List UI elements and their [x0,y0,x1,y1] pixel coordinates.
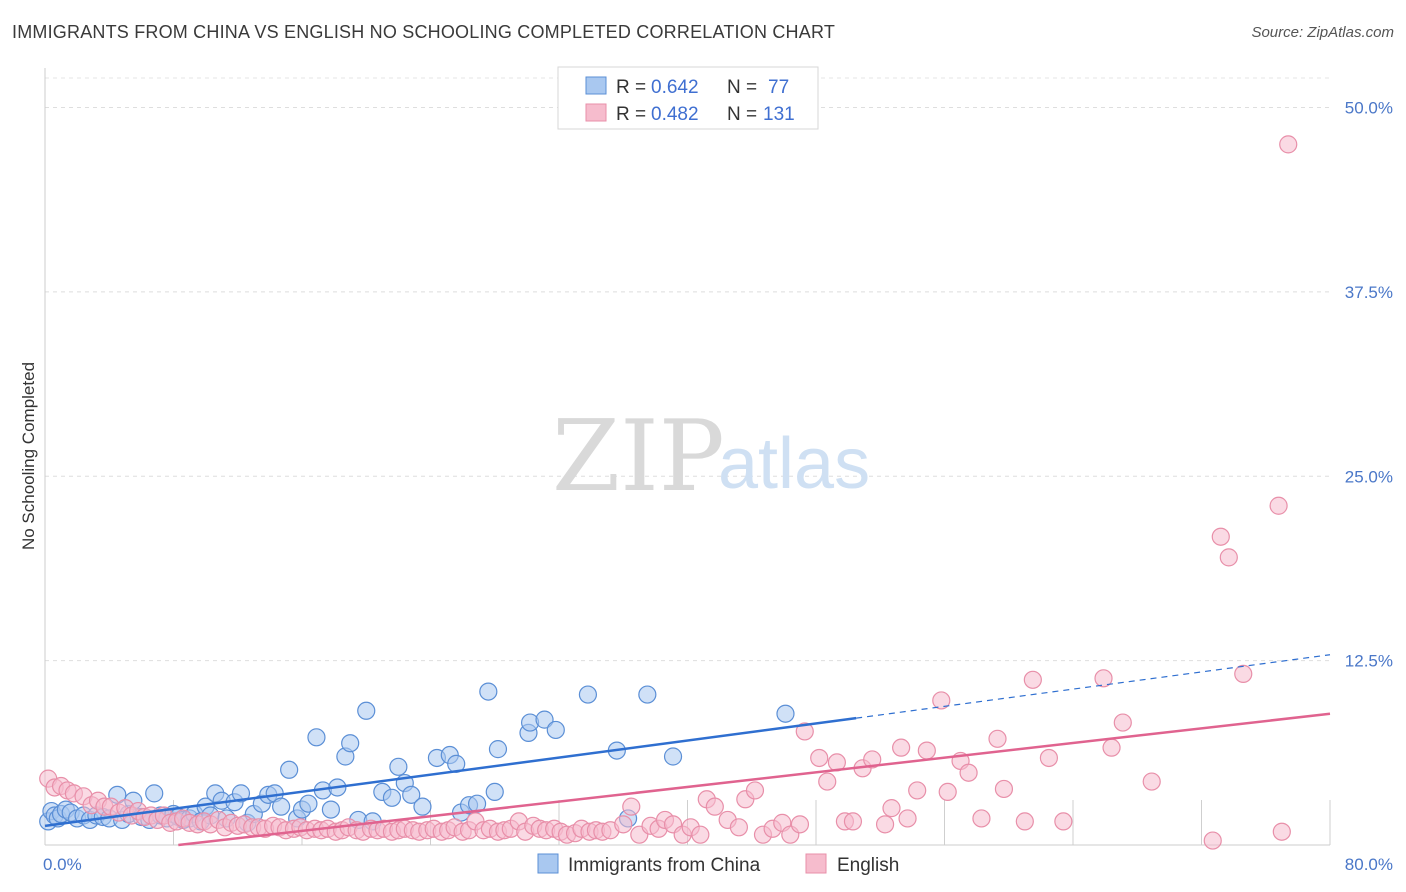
data-point [389,757,408,776]
data-point [357,701,376,720]
data-point [1102,738,1121,757]
data-point [795,722,814,741]
legend-r-label: R = [616,104,646,125]
data-point [908,781,927,800]
data-point [1211,527,1230,546]
data-point [1203,831,1222,850]
data-point [994,779,1014,799]
watermark-zip: ZIP [552,400,725,514]
bottom-legend-swatch-china [537,853,559,874]
data-point [479,682,498,701]
data-point [231,784,251,803]
data-point [705,797,724,816]
data-point [882,799,901,818]
data-point [1054,812,1073,831]
data-point [638,685,657,704]
y-tick-labels: 12.5% 25.0% 37.5% 50.0% [1345,99,1393,671]
data-point [546,720,565,740]
legend-r-label: R = [616,77,646,98]
data-point [1023,670,1042,689]
data-point [932,691,951,710]
data-point [917,741,936,760]
data-point [382,788,402,807]
data-point [1113,713,1132,732]
legend-swatch-english [585,103,607,122]
y-tick-label: 12.5% [1345,652,1393,671]
data-point [1279,135,1298,154]
data-point [614,815,633,834]
data-point [485,782,504,802]
data-point [776,704,795,723]
data-point [413,797,432,816]
data-point [818,772,837,791]
data-point [622,797,641,816]
x-tick-label: 80.0% [1345,855,1393,874]
chart-title: IMMIGRANTS FROM CHINA VS ENGLISH NO SCHO… [12,22,836,42]
watermark-atlas: atlas [718,424,870,504]
data-point [729,818,749,837]
bottom-legend-label-english: English [837,855,899,876]
data-point [898,809,917,828]
data-point [863,750,882,769]
legend-n-value: 77 [768,77,789,98]
data-point [843,812,863,831]
data-point [535,710,554,729]
data-point [402,785,421,804]
data-point [272,797,291,816]
data-point [1094,669,1113,688]
legend-n-label: N = [727,77,757,98]
data-point [1234,664,1253,684]
correlation-legend: R = 0.642 N = 77 R = 0.482 N = 131 [557,66,819,130]
x-tick-label: 0.0% [43,855,82,874]
data-point [145,784,164,803]
data-point [307,728,326,747]
data-point [988,729,1007,748]
data-point [280,760,299,779]
data-point [938,782,957,802]
legend-swatch-china [585,76,607,95]
data-point [745,781,765,800]
data-point [1015,812,1034,831]
data-point [321,800,341,819]
data-point [1272,822,1291,841]
data-point [1219,548,1238,567]
legend-r-value: 0.642 [651,77,699,98]
bottom-legend-label-china: Immigrants from China [568,855,761,876]
data-point [691,825,710,844]
data-point [875,815,895,834]
data-point [341,734,360,753]
data-point [1142,772,1161,791]
data-point [959,763,978,782]
data-point [299,794,318,813]
watermark: ZIP atlas [552,400,870,514]
bottom-legend-swatch-english [805,853,827,874]
y-axis-title: No Schooling Completed [19,362,38,550]
data-point [972,809,991,828]
trend-lines [44,654,1331,847]
legend-n-label: N = [727,104,757,125]
grid-lines [45,77,1330,662]
chart-source: Source: ZipAtlas.com [1251,24,1394,41]
trend-line [44,716,857,828]
legend-r-value: 0.482 [651,104,699,125]
data-point [488,740,508,759]
x-tick-labels: 0.0% 80.0% [43,855,1393,874]
y-tick-label: 25.0% [1345,467,1393,486]
data-point [578,685,598,704]
data-point [1039,748,1059,768]
data-point [663,747,683,766]
data-point [892,738,911,757]
data-point [1269,496,1288,515]
trend-line-extension [856,654,1331,719]
y-tick-label: 37.5% [1345,283,1393,302]
legend-n-value: 131 [763,104,795,125]
y-tick-label: 50.0% [1345,99,1393,118]
trend-line [178,712,1331,847]
series-legend: Immigrants from China English [537,853,899,876]
data-point [810,748,829,768]
data-point [790,815,810,834]
